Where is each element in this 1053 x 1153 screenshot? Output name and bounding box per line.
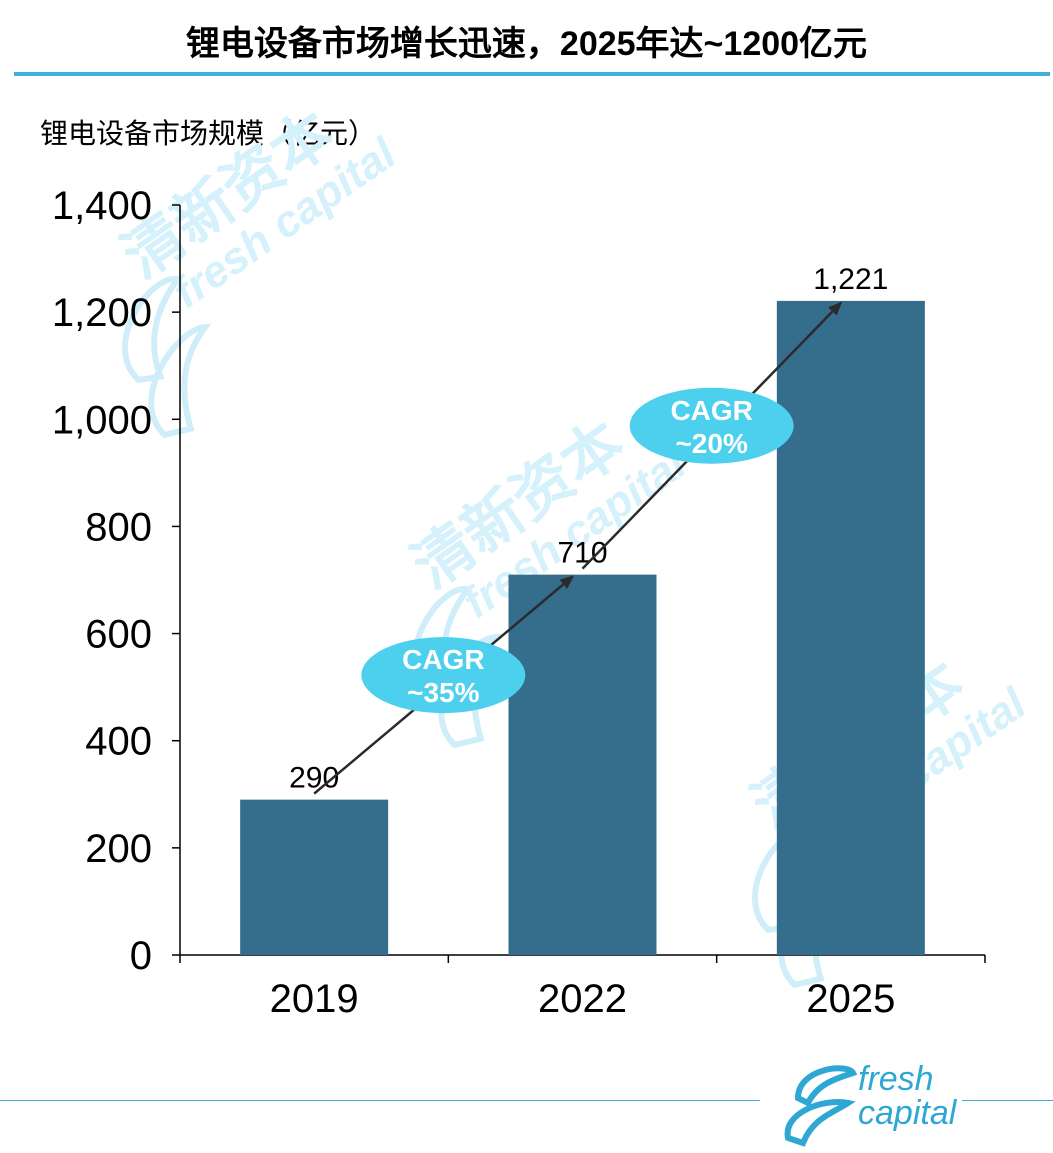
title-divider [14, 72, 1050, 76]
page-title: 锂电设备市场增长迅速，2025年达~1200亿元 [185, 25, 868, 63]
y-tick-label: 1,000 [52, 398, 152, 442]
cagr-badge-value: ~20% [675, 428, 747, 459]
chart-annotations: CAGR~35%CAGR~20% [313, 301, 843, 795]
chart-axes: 0 200 400 600 800 1,000 1,200 1,400 2019 2022 2025 [52, 184, 986, 1021]
y-tick-label: 200 [85, 827, 152, 871]
x-tick-label: 2025 [806, 977, 895, 1021]
bar [240, 799, 389, 955]
x-tick-label: 2022 [538, 977, 627, 1021]
data-label: 1,221 [813, 263, 888, 296]
data-label: 710 [557, 537, 607, 570]
bar [508, 574, 657, 955]
watermark-leaf-icon [148, 323, 212, 439]
cagr-badge-label: CAGR [402, 644, 484, 675]
bar [776, 300, 925, 956]
logo-text-line2: capital [858, 1094, 957, 1132]
y-tick-label: 800 [85, 505, 152, 549]
chart-bars [240, 300, 925, 956]
x-tick-label: 2019 [270, 977, 359, 1021]
y-tick-label: 1,400 [52, 184, 152, 228]
cagr-badge-label: CAGR [670, 395, 752, 426]
footer-divider-left [0, 1100, 760, 1101]
y-axis-label: 锂电设备市场规模（亿元） [40, 118, 377, 149]
logo-text-line1: fresh [858, 1060, 934, 1098]
cagr-badge [629, 387, 794, 464]
cagr-badge [361, 637, 526, 714]
watermark-leaf-icon [122, 276, 183, 384]
y-tick-label: 1,200 [52, 291, 152, 335]
y-tick-label: 400 [85, 720, 152, 764]
y-tick-label: 0 [130, 934, 152, 978]
fresh-capital-logo-icon [784, 1065, 858, 1147]
cagr-badge-value: ~35% [407, 677, 479, 708]
y-tick-label: 600 [85, 613, 152, 657]
footer-divider-right [962, 1100, 1053, 1101]
